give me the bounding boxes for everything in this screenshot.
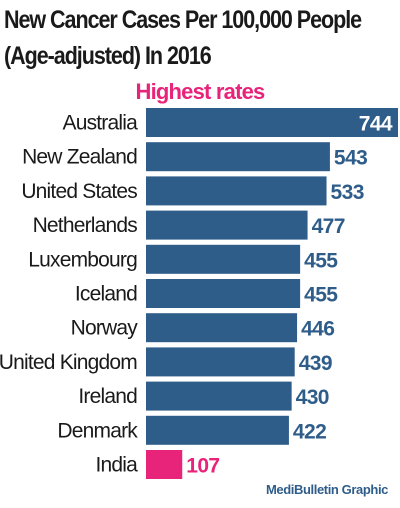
category-label-australia: Australia	[62, 112, 138, 135]
category-label-new-zealand: New Zealand	[22, 146, 137, 169]
chart-title-line-1: New Cancer Cases Per 100,000 People	[4, 6, 362, 34]
chart-subtitle: Highest rates	[135, 79, 266, 104]
value-label-new-zealand: 543	[334, 147, 367, 170]
chart-title: New Cancer Cases Per 100,000 People (Age…	[4, 2, 362, 74]
bar-india	[146, 450, 183, 479]
category-label-ireland: Ireland	[78, 385, 137, 408]
category-label-luxembourg: Luxembourg	[28, 248, 137, 271]
value-label-australia: 744	[359, 113, 393, 136]
value-label-luxembourg: 455	[304, 249, 338, 272]
bar-norway	[146, 313, 298, 343]
bar-denmark	[146, 415, 289, 445]
value-label-united-states: 533	[331, 181, 364, 204]
credit-label: MediBulletin Graphic	[265, 482, 388, 497]
value-label-norway: 446	[301, 318, 334, 341]
bar-iceland	[146, 279, 301, 308]
category-label-india: India	[95, 454, 138, 477]
category-label-netherlands: Netherlands	[33, 214, 138, 237]
value-label-iceland: 455	[304, 284, 338, 307]
category-label-united-kingdom: United Kingdom	[0, 351, 137, 374]
bar-netherlands	[146, 210, 308, 240]
bar-australia	[146, 108, 398, 137]
value-label-ireland: 430	[296, 386, 329, 409]
bar-united-kingdom	[146, 347, 295, 377]
bar-new-zealand	[146, 142, 330, 172]
value-label-united-kingdom: 439	[299, 352, 332, 375]
bar-luxembourg	[146, 244, 301, 274]
chart-title-line-2: (Age-adjusted) In 2016	[4, 42, 212, 70]
category-label-united-states: United States	[21, 180, 137, 203]
value-label-denmark: 422	[293, 420, 326, 443]
bar-ireland	[146, 381, 292, 411]
value-label-india: 107	[186, 455, 219, 478]
category-label-iceland: Iceland	[75, 283, 137, 306]
category-label-norway: Norway	[71, 317, 139, 340]
bar-united-states	[146, 176, 327, 206]
value-label-netherlands: 477	[312, 215, 345, 238]
category-label-denmark: Denmark	[57, 419, 138, 442]
